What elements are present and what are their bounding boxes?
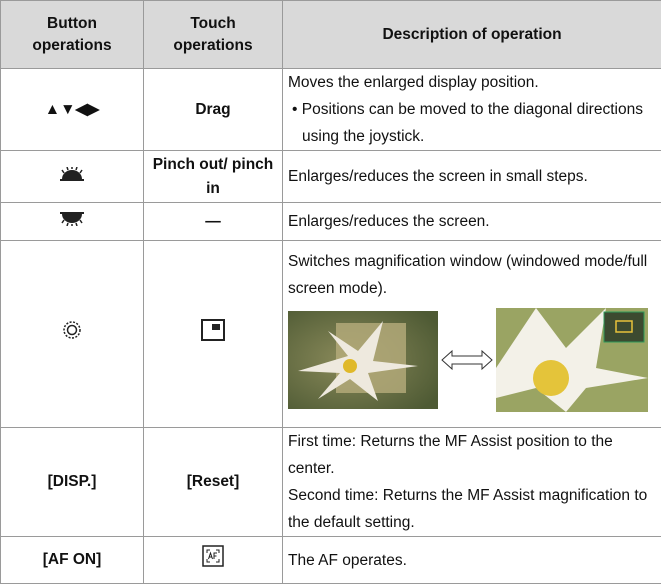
touch-cell bbox=[144, 537, 283, 584]
illustration bbox=[288, 308, 656, 412]
header-row: Button operations Touch operations Descr… bbox=[1, 1, 661, 69]
touch-cell: Pinch out/ pinch in bbox=[144, 151, 283, 203]
button-cell bbox=[1, 151, 144, 203]
row: Switches magnification window (windowed … bbox=[1, 241, 661, 428]
description-cell: Switches magnification window (windowed … bbox=[283, 241, 661, 428]
description-cell: Enlarges/reduces the screen in small ste… bbox=[283, 151, 661, 203]
row: — Enlarges/reduces the screen. bbox=[1, 203, 661, 241]
row: Pinch out/ pinch in Enlarges/reduces the… bbox=[1, 151, 661, 203]
paragraph: First time: Returns the MF Assist positi… bbox=[288, 428, 656, 482]
paragraph: Moves the enlarged display position. bbox=[288, 69, 656, 96]
control-dial-icon bbox=[62, 320, 82, 340]
double-arrow bbox=[438, 348, 496, 372]
paragraph: Enlarges/reduces the screen in small ste… bbox=[288, 163, 656, 190]
header-cell: Touch operations bbox=[144, 1, 283, 69]
bullet: • Positions can be moved to the diagonal… bbox=[288, 96, 656, 150]
description-cell: Enlarges/reduces the screen. bbox=[283, 203, 661, 241]
paragraph: Enlarges/reduces the screen. bbox=[288, 208, 656, 235]
touch-cell: [Reset] bbox=[144, 428, 283, 537]
af-icon bbox=[202, 545, 224, 567]
description-cell: First time: Returns the MF Assist positi… bbox=[283, 428, 661, 537]
rear-dial-icon bbox=[59, 212, 85, 226]
touch-cell bbox=[144, 241, 283, 428]
header-cell: Button operations bbox=[1, 1, 144, 69]
fullscreen-photo bbox=[496, 308, 648, 412]
row: [DISP.] [Reset] First time: Returns the … bbox=[1, 428, 661, 537]
window-icon bbox=[201, 319, 225, 341]
front-dial-icon bbox=[59, 167, 85, 181]
touch-cell: — bbox=[144, 203, 283, 241]
button-cell bbox=[1, 241, 144, 428]
bullet-text: Positions can be moved to the diagonal d… bbox=[302, 101, 643, 145]
description-cell: Moves the enlarged display position. • P… bbox=[283, 69, 661, 151]
header-cell: Description of operation bbox=[283, 1, 661, 69]
description-cell: The AF operates. bbox=[283, 537, 661, 584]
button-cell bbox=[1, 203, 144, 241]
paragraph: The AF operates. bbox=[288, 547, 656, 574]
touch-cell: Drag bbox=[144, 69, 283, 151]
button-cell: ▲▼◀▶ bbox=[1, 69, 144, 151]
button-cell: [DISP.] bbox=[1, 428, 144, 537]
row: ▲▼◀▶ Drag Moves the enlarged display pos… bbox=[1, 69, 661, 151]
paragraph: Second time: Returns the MF Assist magni… bbox=[288, 482, 656, 536]
button-cell: [AF ON] bbox=[1, 537, 144, 584]
windowed-photo bbox=[288, 311, 438, 409]
row: [AF ON] The AF operates. bbox=[1, 537, 661, 584]
paragraph: Switches magnification window (windowed … bbox=[288, 248, 656, 302]
